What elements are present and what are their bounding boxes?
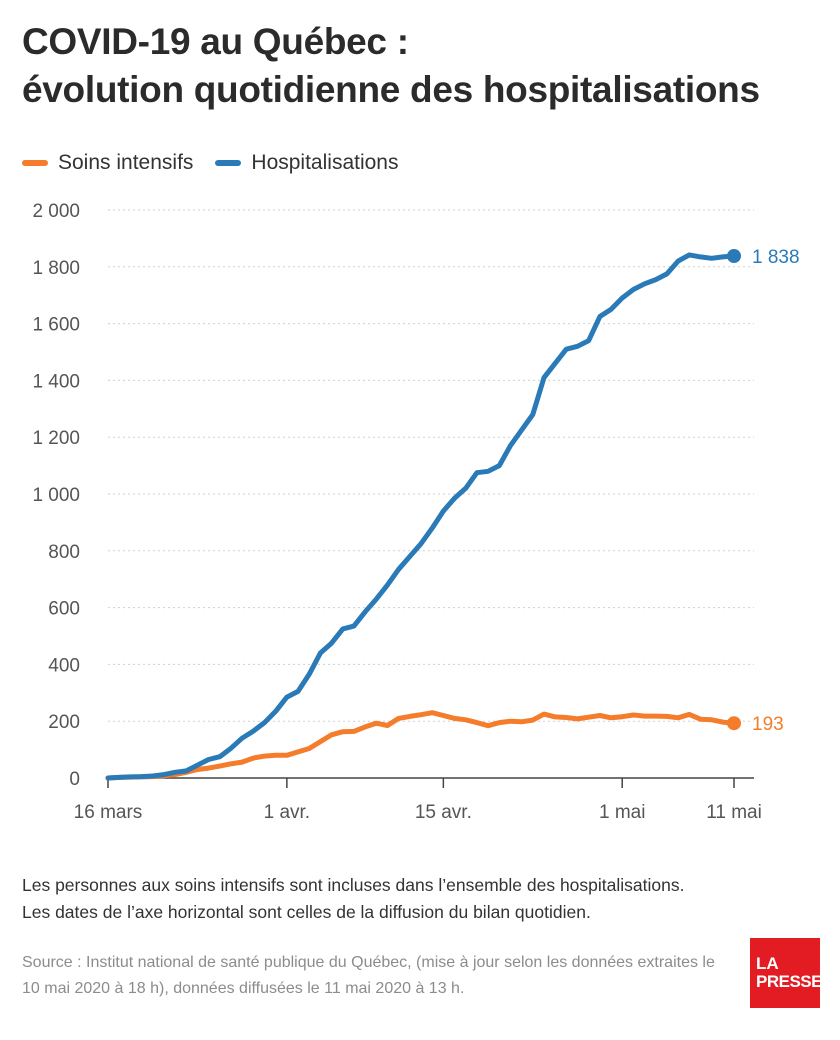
y-tick-label: 600	[48, 599, 80, 620]
logo-text-line-2: PRESSE	[756, 972, 822, 991]
y-tick-label: 1 400	[32, 371, 80, 392]
series-line-icu	[105, 710, 737, 781]
x-tick-label: 11 mai	[706, 802, 762, 823]
series-lines	[105, 249, 741, 781]
x-tick-label: 15 avr.	[415, 802, 472, 823]
y-tick-label: 1 600	[32, 315, 80, 336]
end-value-label-icu: 193	[752, 714, 784, 735]
chart-title-line-2: évolution quotidienne des hospitalisatio…	[22, 69, 760, 110]
logo-text-line-1: LA	[756, 954, 779, 973]
y-tick-label: 1 200	[32, 428, 80, 449]
end-value-labels: 193 1 838	[752, 247, 800, 735]
y-tick-label: 2 000	[32, 201, 80, 222]
chart-note: Les personnes aux soins intensifs sont i…	[22, 872, 812, 926]
end-value-label-hosp: 1 838	[752, 247, 800, 268]
x-tick-label: 1 mai	[599, 802, 645, 823]
x-tick-label: 16 mars	[74, 802, 143, 823]
grid-lines	[108, 209, 754, 779]
line-chart: 0 200 400 600 800 1 000 1 200 1 400 1 600 1 800 2 …	[32, 201, 800, 823]
legend-label-icu: Soins intensifs	[58, 151, 194, 174]
source-credit: Source : Institut national de santé publ…	[22, 954, 715, 997]
legend-item-hosp: Hospitalisations	[215, 151, 398, 175]
chart-title-line-1: COVID-19 au Québec :	[22, 21, 409, 62]
x-tick-label: 1 avr.	[264, 802, 310, 823]
y-tick-label: 200	[48, 712, 80, 733]
note-line-2: Les dates de l’axe horizontal sont celle…	[22, 902, 591, 922]
legend-swatch-icu	[22, 160, 48, 166]
x-axis: 16 mars 1 avr. 15 avr. 1 mai 11 mai	[74, 777, 762, 823]
y-tick-label: 1 000	[32, 485, 80, 506]
y-tick-label: 800	[48, 542, 80, 563]
y-tick-label: 0	[69, 769, 80, 790]
chart-legend: Soins intensifs Hospitalisations	[22, 148, 420, 178]
series-line-hosp	[105, 252, 737, 781]
la-presse-logo: LA PRESSE	[750, 938, 822, 1008]
chart-title: COVID-19 au Québec : évolution quotidien…	[22, 18, 822, 114]
y-tick-label: 400	[48, 655, 80, 676]
end-point-icu	[727, 716, 741, 731]
end-point-hosp	[727, 249, 741, 264]
legend-swatch-hosp	[215, 160, 242, 166]
legend-label-hosp: Hospitalisations	[251, 151, 399, 174]
legend-item-icu: Soins intensifs	[22, 151, 193, 175]
y-axis-tick-labels: 0 200 400 600 800 1 000 1 200 1 400 1 600 1 800 2 …	[32, 201, 80, 790]
note-line-1: Les personnes aux soins intensifs sont i…	[22, 875, 685, 895]
y-tick-label: 1 800	[32, 258, 80, 279]
